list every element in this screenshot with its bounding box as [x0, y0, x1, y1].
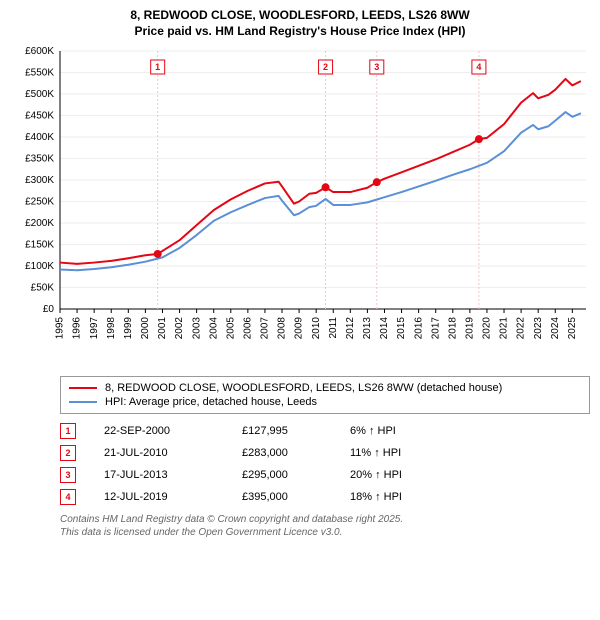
svg-text:1996: 1996: [72, 317, 83, 340]
sale-date: 21-JUL-2010: [104, 447, 214, 459]
svg-text:2014: 2014: [379, 317, 390, 340]
sale-marker-box: 3: [60, 467, 76, 483]
legend-label: HPI: Average price, detached house, Leed…: [105, 396, 317, 408]
svg-text:1: 1: [155, 62, 160, 72]
line-chart-svg: £0 £50K £100K £150K £200K £250K £300K £350K £400…: [10, 45, 590, 365]
sale-date: 17-JUL-2013: [104, 469, 214, 481]
svg-text:2012: 2012: [345, 317, 356, 340]
sale-date: 12-JUL-2019: [104, 491, 214, 503]
svg-text:1999: 1999: [123, 317, 134, 340]
svg-text:2008: 2008: [277, 317, 288, 340]
svg-text:£400K: £400K: [25, 132, 54, 143]
svg-text:1995: 1995: [55, 317, 66, 340]
svg-text:£600K: £600K: [25, 46, 54, 57]
svg-text:£350K: £350K: [25, 154, 54, 165]
svg-text:2013: 2013: [362, 317, 373, 340]
svg-text:2: 2: [323, 62, 328, 72]
sale-price: £395,000: [242, 491, 322, 503]
svg-text:2007: 2007: [260, 317, 271, 340]
svg-text:£450K: £450K: [25, 111, 54, 122]
legend-row: HPI: Average price, detached house, Leed…: [69, 395, 581, 409]
svg-text:2017: 2017: [430, 317, 441, 340]
svg-text:£50K: £50K: [31, 283, 55, 294]
svg-text:2005: 2005: [225, 317, 236, 340]
sale-marker-box: 4: [60, 489, 76, 505]
svg-text:2021: 2021: [499, 317, 510, 340]
svg-text:£550K: £550K: [25, 68, 54, 79]
svg-text:2009: 2009: [294, 317, 305, 340]
sale-price: £295,000: [242, 469, 322, 481]
chart-title: 8, REDWOOD CLOSE, WOODLESFORD, LEEDS, LS…: [10, 8, 590, 39]
footer-line1: Contains HM Land Registry data © Crown c…: [60, 514, 590, 527]
svg-text:4: 4: [476, 62, 481, 72]
legend-swatch: [69, 401, 97, 403]
svg-text:£0: £0: [43, 304, 55, 315]
sale-diff: 18% ↑ HPI: [350, 491, 440, 503]
title-line1: 8, REDWOOD CLOSE, WOODLESFORD, LEEDS, LS…: [10, 8, 590, 24]
legend: 8, REDWOOD CLOSE, WOODLESFORD, LEEDS, LS…: [60, 376, 590, 414]
svg-text:2020: 2020: [482, 317, 493, 340]
svg-text:£200K: £200K: [25, 218, 54, 229]
svg-text:2019: 2019: [465, 317, 476, 340]
svg-text:2023: 2023: [533, 317, 544, 340]
sales-row: 3 17-JUL-2013 £295,000 20% ↑ HPI: [60, 464, 590, 486]
svg-text:1997: 1997: [89, 317, 100, 340]
svg-text:2003: 2003: [191, 317, 202, 340]
legend-label: 8, REDWOOD CLOSE, WOODLESFORD, LEEDS, LS…: [105, 382, 502, 394]
svg-text:2002: 2002: [174, 317, 185, 340]
sales-row: 4 12-JUL-2019 £395,000 18% ↑ HPI: [60, 486, 590, 508]
svg-text:2025: 2025: [567, 317, 578, 340]
sale-price: £283,000: [242, 447, 322, 459]
sales-row: 1 22-SEP-2000 £127,995 6% ↑ HPI: [60, 420, 590, 442]
title-line2: Price paid vs. HM Land Registry's House …: [10, 24, 590, 40]
sale-date: 22-SEP-2000: [104, 425, 214, 437]
sales-row: 2 21-JUL-2010 £283,000 11% ↑ HPI: [60, 442, 590, 464]
svg-text:£500K: £500K: [25, 89, 54, 100]
legend-row: 8, REDWOOD CLOSE, WOODLESFORD, LEEDS, LS…: [69, 381, 581, 395]
svg-text:2022: 2022: [516, 317, 527, 340]
svg-text:2001: 2001: [157, 317, 168, 340]
sale-diff: 11% ↑ HPI: [350, 447, 440, 459]
footer-line2: This data is licensed under the Open Gov…: [60, 527, 590, 540]
svg-text:1998: 1998: [106, 317, 117, 340]
svg-text:2006: 2006: [242, 317, 253, 340]
footer-note: Contains HM Land Registry data © Crown c…: [60, 514, 590, 539]
svg-text:2015: 2015: [396, 317, 407, 340]
svg-text:£300K: £300K: [25, 175, 54, 186]
svg-text:2016: 2016: [413, 317, 424, 340]
legend-swatch: [69, 387, 97, 389]
svg-text:2018: 2018: [447, 317, 458, 340]
sale-diff: 6% ↑ HPI: [350, 425, 440, 437]
sale-diff: 20% ↑ HPI: [350, 469, 440, 481]
svg-text:3: 3: [374, 62, 379, 72]
svg-text:2011: 2011: [328, 317, 339, 339]
sale-marker-box: 1: [60, 423, 76, 439]
svg-text:2004: 2004: [208, 317, 219, 340]
svg-text:2024: 2024: [550, 317, 561, 340]
svg-text:2010: 2010: [311, 317, 322, 340]
sale-marker-box: 2: [60, 445, 76, 461]
svg-text:£150K: £150K: [25, 240, 54, 251]
chart-area: £0 £50K £100K £150K £200K £250K £300K £350K £400…: [10, 45, 590, 370]
svg-text:£250K: £250K: [25, 197, 54, 208]
svg-text:£100K: £100K: [25, 261, 54, 272]
sale-price: £127,995: [242, 425, 322, 437]
svg-text:2000: 2000: [140, 317, 151, 340]
sales-table: 1 22-SEP-2000 £127,995 6% ↑ HPI 2 21-JUL-2010…: [60, 420, 590, 508]
